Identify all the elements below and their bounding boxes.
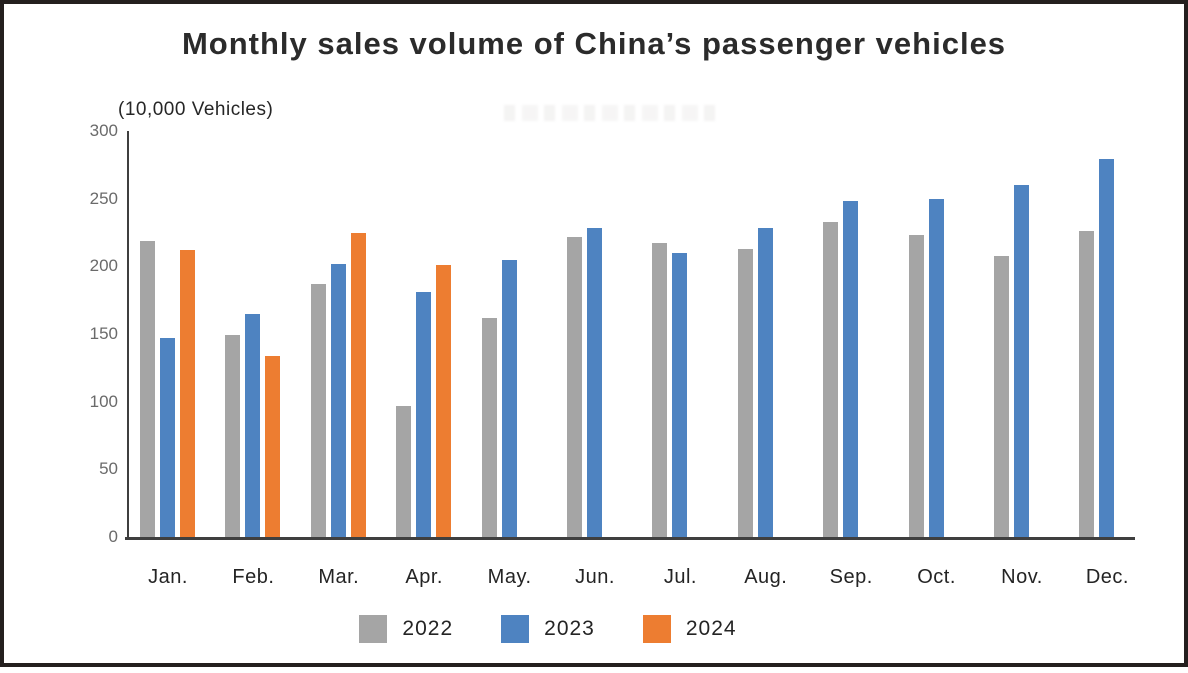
y-tick-label-50: 50 — [99, 459, 118, 479]
x-axis-label-apr: Apr. — [405, 566, 443, 588]
bar-group-nov — [994, 131, 1050, 537]
bar-group-jul — [652, 131, 708, 537]
x-axis-label-dec: Dec. — [1085, 566, 1129, 588]
legend-item-2024: 2024 — [642, 615, 737, 643]
bar-2022-jan — [140, 240, 155, 537]
bar-2024-feb — [265, 355, 281, 537]
bar-2024-apr — [436, 264, 452, 537]
x-axis-label-jul: Jul. — [663, 566, 697, 588]
legend: 2022 2023 2024 — [4, 615, 1184, 643]
x-axis-label-mar: Mar. — [318, 566, 360, 588]
bar-group-feb — [225, 131, 281, 537]
bar-2023-aug — [757, 228, 773, 537]
x-axis-label-aug: Aug. — [744, 566, 788, 588]
legend-label-2022: 2022 — [402, 617, 454, 640]
x-axis-label-oct: Oct. — [917, 566, 956, 588]
bar-2023-sep — [843, 201, 859, 537]
y-tick-label-300: 300 — [89, 121, 118, 140]
legend-label-2024: 2024 — [685, 617, 737, 640]
bar-group-sep — [823, 131, 879, 537]
bar-2022-may — [481, 317, 497, 537]
bar-2022-jun — [567, 236, 582, 537]
bar-group-jan — [140, 131, 196, 537]
x-axis-label-feb: Feb. — [232, 566, 275, 588]
bar-group-may — [481, 131, 538, 537]
bar-2024-jan — [180, 250, 195, 537]
legend-item-2022: 2022 — [359, 615, 453, 643]
bar-2024-mar — [350, 232, 366, 537]
legend-swatch-2022 — [359, 615, 388, 643]
bar-2022-nov — [994, 255, 1009, 537]
bar-2022-feb — [225, 335, 241, 537]
bar-2022-dec — [1079, 231, 1095, 537]
y-tick-label-200: 200 — [89, 256, 118, 276]
y-axis-line — [127, 131, 129, 540]
chart-title: Monthly sales volume of China’s passenge… — [181, 26, 1007, 61]
y-tick-label-0: 0 — [108, 527, 118, 546]
bar-2022-mar — [310, 283, 326, 537]
x-axis-label-jan: Jan. — [148, 566, 188, 588]
bar-2023-oct — [928, 198, 944, 537]
bar-group-apr — [396, 131, 452, 537]
legend-item-2023: 2023 — [501, 615, 595, 643]
bar-group-dec — [1079, 131, 1135, 537]
bar-2023-jul — [672, 252, 688, 537]
bar-group-oct — [908, 131, 965, 537]
x-axis-label-may: May. — [487, 566, 532, 588]
bar-2023-feb — [245, 313, 261, 537]
legend-swatch-2024 — [642, 615, 671, 643]
bar-2023-jun — [587, 228, 602, 537]
bar-2023-jan — [160, 338, 175, 537]
bar-2022-jul — [652, 243, 668, 537]
bar-2023-apr — [416, 292, 432, 537]
bar-2023-may — [501, 259, 517, 537]
bar-group-mar — [310, 131, 367, 537]
x-axis-label-jun: Jun. — [575, 566, 615, 588]
bar-group-jun — [567, 131, 623, 537]
bar-group-aug — [737, 131, 794, 537]
bar-2023-dec — [1099, 159, 1115, 537]
bar-2022-apr — [396, 405, 412, 537]
faint-watermark — [504, 105, 719, 121]
legend-swatch-2023 — [501, 615, 530, 643]
x-axis-line — [125, 537, 1135, 540]
x-axis-label-sep: Sep. — [829, 566, 873, 588]
bar-2022-aug — [737, 248, 753, 537]
y-tick-label-250: 250 — [89, 188, 118, 208]
y-axis-unit-label: (10,000 Vehicles) — [118, 99, 274, 120]
plot-area: 300 250 200 150 100 50 0 Jan. Feb. Mar. Apr. May. Ju… — [90, 121, 1135, 588]
y-tick-label-100: 100 — [89, 391, 118, 411]
bar-2023-nov — [1014, 185, 1029, 537]
bar-2023-mar — [330, 263, 346, 537]
x-axis-label-nov: Nov. — [1001, 566, 1043, 588]
legend-label-2023: 2023 — [544, 617, 595, 640]
y-tick-label-150: 150 — [89, 324, 118, 343]
bar-2022-oct — [908, 235, 924, 537]
bar-2022-sep — [823, 221, 839, 537]
